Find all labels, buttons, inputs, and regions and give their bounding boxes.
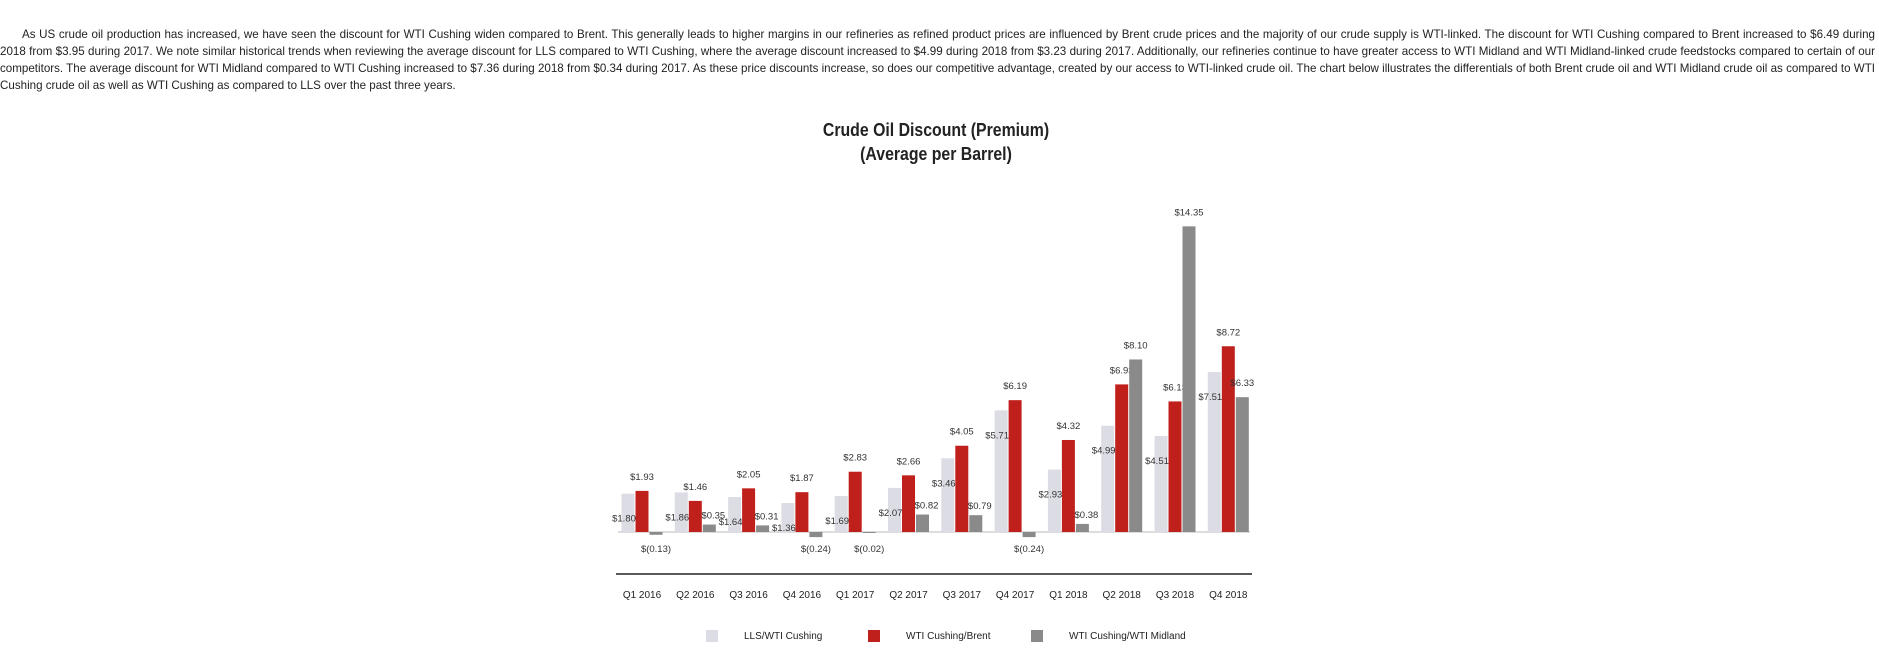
data-label-lls: $7.51 (1198, 392, 1222, 403)
bar-brent (955, 445, 969, 532)
data-label-midland: $6.33 (1230, 378, 1254, 389)
x-tick-label: Q4 2016 (783, 590, 822, 601)
x-tick-label: Q1 2018 (1049, 590, 1088, 601)
x-tick-label: Q2 2018 (1103, 590, 1142, 601)
x-tick-label: Q3 2017 (943, 590, 982, 601)
bar-brent (742, 488, 756, 532)
bar-brent (1168, 401, 1182, 532)
data-label-brent: $4.05 (950, 427, 974, 438)
data-label-lls: $4.99 (1092, 446, 1116, 457)
bar-midland (809, 532, 823, 538)
data-label-midland: $8.10 (1124, 340, 1148, 351)
bar-midland (1182, 226, 1196, 532)
data-label-brent: $6.13 (1163, 382, 1187, 393)
bar-lls (1101, 425, 1115, 532)
bar-midland (649, 532, 663, 535)
legend-item-lls: LLS/WTI Cushing (706, 630, 822, 642)
data-label-brent: $8.72 (1216, 327, 1240, 338)
bar-midland (1235, 397, 1249, 532)
legend-item-brent: WTI Cushing/Brent (868, 630, 990, 642)
legend-swatch-midland (1031, 630, 1043, 642)
bar-lls (781, 503, 795, 532)
bar-lls (621, 493, 635, 532)
x-tick-label: Q1 2016 (623, 590, 662, 601)
bar-brent (902, 475, 915, 532)
bar-midland (862, 532, 876, 533)
chart-title: Crude Oil Discount (Premium) (Average pe… (760, 118, 1112, 166)
bar-brent (795, 492, 809, 532)
data-label-brent: $1.93 (630, 472, 654, 483)
bar-lls (994, 410, 1008, 532)
bar-lls (1154, 435, 1168, 532)
chart-title-line1: Crude Oil Discount (Premium) (822, 120, 1050, 140)
bar-lls (1047, 469, 1061, 532)
data-label-brent: $2.05 (737, 469, 761, 480)
bar-lls (1207, 372, 1221, 532)
data-label-midland: $0.31 (755, 511, 779, 522)
data-label-lls: $3.46 (932, 478, 956, 489)
data-label-brent: $4.32 (1057, 421, 1081, 432)
x-tick-label: Q2 2017 (889, 590, 928, 601)
bar-midland (1075, 523, 1089, 532)
bar-midland (969, 515, 983, 532)
x-tick-label: Q1 2017 (836, 590, 875, 601)
x-tick-label: Q4 2017 (996, 590, 1035, 601)
data-label-lls: $1.80 (612, 514, 636, 525)
data-label-midland: $(0.13) (641, 544, 671, 555)
data-label-brent: $6.93 (1110, 365, 1134, 376)
bar-brent (635, 490, 649, 532)
data-label-lls: $1.36 (772, 523, 796, 534)
data-label-lls: $1.69 (825, 516, 849, 527)
bar-lls (674, 492, 688, 532)
data-label-brent: $6.19 (1003, 381, 1027, 392)
bar-lls (888, 487, 901, 532)
data-label-lls: $4.51 (1145, 456, 1169, 467)
data-label-midland: $(0.24) (1014, 544, 1044, 555)
data-label-brent: $1.46 (683, 482, 707, 493)
bar-midland (1129, 359, 1143, 532)
data-label-brent: $2.66 (897, 456, 921, 467)
bar-brent (848, 471, 862, 532)
data-label-brent: $2.83 (843, 453, 867, 464)
bar-midland (916, 514, 929, 532)
bar-lls (728, 497, 742, 532)
x-tick-label: Q3 2016 (729, 590, 768, 601)
data-label-lls: $5.71 (985, 430, 1009, 441)
data-label-midland: $0.35 (701, 511, 725, 522)
data-label-midland: $0.38 (1075, 510, 1099, 521)
x-tick-label: Q4 2018 (1209, 590, 1248, 601)
bar-lls (941, 458, 955, 532)
data-label-lls: $2.07 (879, 508, 903, 519)
data-label-midland: $0.79 (968, 501, 992, 512)
data-label-lls: $1.86 (665, 512, 689, 523)
bar-midland (756, 525, 770, 532)
chart-title-line2: (Average per Barrel) (860, 144, 1012, 164)
intro-paragraph: As US crude oil production has increased… (0, 28, 1875, 92)
bar-lls (834, 496, 848, 532)
x-tick-label: Q3 2018 (1156, 590, 1195, 601)
bar-brent (1061, 439, 1075, 532)
legend-label-midland: WTI Cushing/WTI Midland (1069, 630, 1186, 642)
x-tick-label: Q2 2016 (676, 590, 715, 601)
data-label-midland: $14.35 (1174, 207, 1203, 218)
data-label-midland: $(0.02) (854, 544, 884, 555)
legend-label-lls: LLS/WTI Cushing (744, 630, 823, 642)
legend-swatch-lls (706, 630, 718, 642)
data-label-midland: $0.82 (915, 501, 939, 512)
legend-label-brent: WTI Cushing/Brent (906, 630, 991, 642)
bar-brent (1115, 384, 1129, 532)
legend-item-midland: WTI Cushing/WTI Midland (1031, 630, 1186, 642)
data-label-lls: $1.64 (719, 517, 743, 528)
data-label-lls: $2.93 (1039, 490, 1063, 501)
bar-brent (688, 500, 702, 532)
legend-swatch-brent (868, 630, 880, 642)
data-label-midland: $(0.24) (801, 544, 831, 555)
data-label-brent: $1.87 (790, 473, 814, 484)
bar-midland (702, 524, 716, 532)
bar-brent (1008, 400, 1022, 532)
bar-midland (1022, 532, 1036, 538)
bar-brent (1221, 346, 1235, 532)
